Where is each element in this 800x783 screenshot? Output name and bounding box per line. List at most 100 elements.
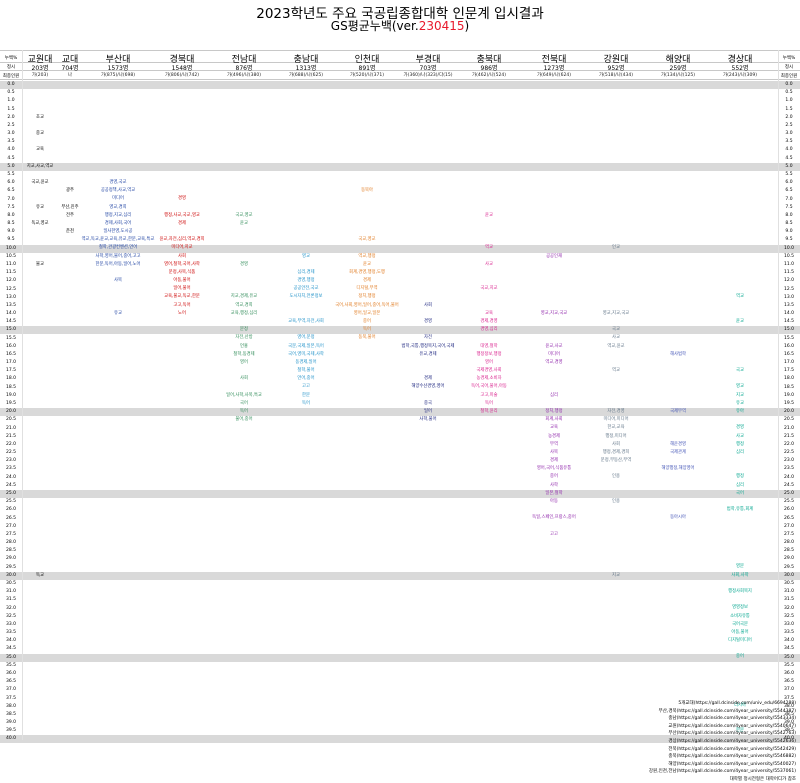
tick-label-left: 4.5 bbox=[7, 155, 15, 161]
dept-cell: 언홍 bbox=[240, 343, 248, 349]
column-split: 가(462)/나(524) bbox=[472, 73, 506, 78]
tick-label-left: 3.5 bbox=[7, 139, 15, 145]
column-name: 충남대 bbox=[293, 55, 319, 65]
side-header-left-mid: 정시 bbox=[6, 65, 16, 70]
dept-cell: 사복 bbox=[550, 449, 558, 455]
dept-cell: 경영,행정 bbox=[297, 278, 315, 284]
column-split: 가(520)/나(371) bbox=[350, 73, 384, 78]
dept-cell: 독어,국어,불어,아동 bbox=[471, 384, 507, 390]
tick-label-right: 37.0 bbox=[783, 687, 795, 693]
tick-label-right: 15.0 bbox=[783, 327, 795, 333]
dept-cell: 영교 bbox=[302, 253, 310, 259]
tick-label-left: 17.0 bbox=[5, 360, 17, 366]
dept-cell: 철학,윤리 bbox=[480, 409, 498, 414]
dept-cell: 부산,진주 bbox=[61, 204, 79, 210]
tick-label-left: 7.5 bbox=[7, 204, 15, 210]
tick-label-left: 2.5 bbox=[7, 122, 15, 128]
tick-label-left: 19.5 bbox=[5, 401, 17, 407]
dept-cell: 언어,중어 bbox=[297, 376, 315, 382]
column-split: 가(806)/나(742) bbox=[165, 73, 199, 78]
side-header-right-bot: 최종인원 bbox=[780, 74, 798, 79]
tick-label-right: 36.5 bbox=[783, 679, 795, 685]
dept-cell: 영교,경희 bbox=[109, 204, 127, 210]
tick-label-right: 6.5 bbox=[785, 188, 793, 194]
dept-cell: 영어 bbox=[240, 359, 248, 365]
dept-cell: 중교 bbox=[36, 130, 44, 136]
tick-label-right: 29.0 bbox=[783, 556, 795, 562]
dept-cell: 농경제 bbox=[548, 433, 560, 439]
dept-cell: 국교,지교 bbox=[480, 286, 498, 292]
tick-label-left: 17.5 bbox=[5, 368, 17, 374]
tick-label-left: 9.5 bbox=[7, 237, 15, 243]
tick-label-left: 21.5 bbox=[5, 433, 17, 439]
dept-cell: 영어,국어,식품유통 bbox=[536, 466, 572, 472]
dept-cell: 회계,사회 bbox=[545, 417, 563, 423]
column-split: 가(203) bbox=[31, 73, 49, 78]
dept-cell: 국교,윤교 bbox=[31, 179, 49, 185]
dept-cell: 동북아 bbox=[361, 188, 373, 194]
tick-label-right: 30.0 bbox=[783, 572, 795, 578]
column-count: 1313명 bbox=[295, 65, 317, 72]
tick-label-right: 22.5 bbox=[783, 450, 795, 456]
tick-label-left: 23.0 bbox=[5, 458, 17, 464]
tick-label-right: 0.5 bbox=[785, 90, 793, 96]
tick-label-left: 29.5 bbox=[5, 564, 17, 570]
source-line: 부산(https://gall.dcinside.com/4year_unive… bbox=[668, 731, 796, 737]
dept-cell: 교육 bbox=[36, 147, 44, 153]
dept-cell: 사학,영어,불어,중어,고고 bbox=[95, 253, 141, 259]
dept-cell: 지교 bbox=[736, 392, 744, 398]
dept-cell: 사회 bbox=[240, 376, 248, 382]
tick-label-left: 35.0 bbox=[5, 654, 17, 660]
tick-label-left: 38.0 bbox=[5, 703, 17, 709]
dept-cell: 정치,행정 bbox=[358, 294, 376, 300]
tick-label-right: 15.5 bbox=[783, 335, 795, 341]
dept-cell: 철학,불어 bbox=[297, 368, 315, 374]
dept-cell: 초교 bbox=[36, 114, 44, 120]
column-split: 가(688)/나(625) bbox=[289, 73, 323, 78]
dept-cell: 동아시아 bbox=[670, 515, 686, 521]
tick-label-left: 20.5 bbox=[5, 417, 17, 423]
tick-label-left: 18.5 bbox=[5, 384, 17, 390]
tick-label-right: 17.5 bbox=[783, 368, 795, 374]
tick-label-right: 17.0 bbox=[783, 360, 795, 366]
dept-cell: 행정,사교,국교,영교 bbox=[164, 212, 200, 218]
tick-label-right: 21.5 bbox=[783, 433, 795, 439]
dept-cell: 불어,중어 bbox=[235, 417, 253, 423]
dept-cell: 사회 bbox=[612, 441, 620, 447]
tick-label-left: 33.0 bbox=[5, 621, 17, 627]
band-10 bbox=[0, 244, 800, 253]
dept-cell: 경제 bbox=[424, 376, 432, 382]
dept-cell: 한교,교육 bbox=[607, 425, 625, 431]
tick-label-left: 8.0 bbox=[7, 212, 15, 218]
side-header-left-top: 누백% bbox=[4, 56, 18, 61]
dept-cell: 독어 bbox=[363, 327, 371, 333]
column-count: 876명 bbox=[235, 65, 253, 72]
tick-label-right: 39.5 bbox=[783, 728, 795, 734]
column-split: 가(134)/나(125) bbox=[661, 73, 695, 78]
column-count: 1548명 bbox=[171, 65, 193, 72]
tick-label-left: 11.0 bbox=[5, 261, 17, 267]
column-split: 가(875)/나(698) bbox=[101, 73, 135, 78]
source-line: 충남(https://gall.dcinside.com/4year_unive… bbox=[668, 716, 796, 722]
dept-cell: 경제 bbox=[178, 220, 186, 226]
tick-label-right: 20.5 bbox=[783, 417, 795, 423]
dept-cell: 국어,사회,영어,일어,중어,독어,불어 bbox=[335, 302, 399, 308]
source-line: 경상(https://gall.dcinside.com/4year_unive… bbox=[668, 739, 796, 744]
dept-cell: 한문 bbox=[302, 392, 310, 398]
dept-cell: 유교,경제 bbox=[419, 351, 437, 357]
dept-cell: 국어 bbox=[736, 490, 744, 496]
dept-cell: 국제경영,사회 bbox=[476, 368, 502, 374]
tick-label-right: 31.0 bbox=[783, 589, 795, 595]
dept-cell: 미디어 bbox=[548, 351, 560, 357]
dept-cell: 정치,행정 bbox=[545, 409, 563, 414]
dept-cell: 윤교 bbox=[240, 220, 248, 226]
tick-label-left: 1.0 bbox=[7, 98, 15, 104]
dept-cell: 미디어 bbox=[112, 196, 124, 202]
band-35 bbox=[0, 653, 800, 662]
dept-cell: 인용 bbox=[612, 498, 620, 504]
dept-cell: 농경제,소비자 bbox=[476, 376, 502, 382]
tick-label-right: 1.5 bbox=[785, 106, 793, 112]
tick-label-right: 35.5 bbox=[783, 662, 795, 668]
tick-label-right: 6.0 bbox=[785, 180, 793, 186]
dept-cell: 국제관계 bbox=[670, 449, 686, 455]
